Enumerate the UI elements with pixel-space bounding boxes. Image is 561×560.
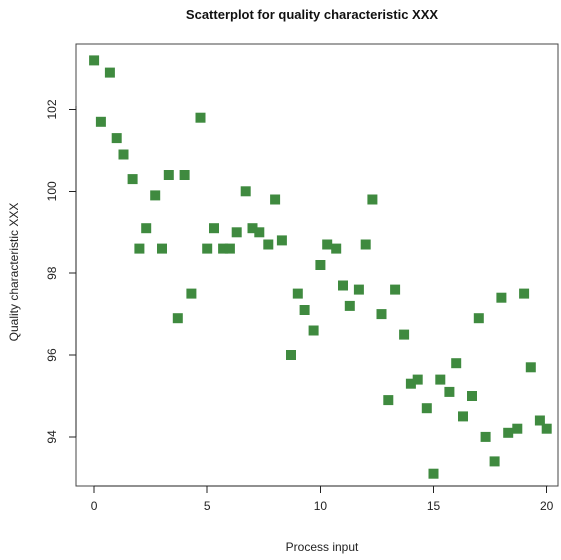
data-point — [435, 374, 446, 385]
data-point — [534, 415, 545, 426]
y-tick-label: 102 — [45, 99, 59, 119]
data-point — [141, 223, 152, 234]
data-point — [458, 411, 468, 422]
data-point — [383, 395, 394, 406]
data-point — [270, 194, 281, 205]
data-point — [405, 378, 416, 389]
data-point — [412, 374, 423, 385]
data-point — [525, 362, 536, 373]
data-point — [390, 284, 401, 295]
data-point — [89, 55, 100, 66]
data-point — [118, 149, 129, 160]
data-point — [163, 170, 174, 180]
data-point — [322, 239, 333, 250]
data-point — [519, 288, 530, 299]
data-point — [240, 186, 251, 197]
x-axis-ticks: 0 5 10 15 20 — [91, 486, 554, 513]
y-tick-label: 98 — [45, 266, 59, 280]
x-tick-label: 15 — [427, 499, 441, 513]
data-point — [496, 292, 507, 303]
data-point — [467, 391, 477, 401]
x-tick-label: 0 — [91, 499, 98, 513]
data-point — [104, 67, 115, 78]
data-point — [286, 350, 296, 360]
data-point — [111, 133, 122, 144]
y-axis-ticks: 94 96 98 100 102 — [45, 99, 76, 444]
x-tick-label: 20 — [540, 499, 554, 513]
data-point — [451, 358, 462, 369]
data-point — [157, 243, 167, 254]
chart-title: Scatterplot for quality characteristic X… — [186, 7, 438, 22]
data-point — [276, 235, 287, 246]
data-point — [367, 194, 378, 205]
y-tick-label: 94 — [45, 430, 59, 444]
data-point — [503, 427, 514, 438]
data-point — [331, 243, 342, 254]
data-point — [299, 305, 310, 315]
data-point — [353, 284, 364, 295]
data-point — [202, 243, 213, 254]
data-point — [195, 112, 206, 123]
data-point — [247, 223, 258, 234]
data-point — [218, 243, 229, 254]
data-point — [399, 329, 410, 340]
data-point — [179, 170, 190, 180]
data-point — [444, 386, 455, 397]
data-point — [224, 243, 235, 254]
data-point — [344, 300, 355, 311]
data-point — [338, 280, 348, 291]
data-point — [512, 423, 523, 434]
data-point — [473, 313, 484, 324]
data-point — [254, 227, 265, 238]
data-points — [89, 55, 552, 479]
y-tick-label: 96 — [45, 348, 59, 362]
x-axis-label: Process input — [286, 540, 359, 554]
data-point — [172, 313, 183, 324]
data-point — [480, 431, 491, 442]
data-point — [186, 288, 197, 299]
data-point — [541, 423, 552, 434]
y-axis-label: Quality characteristic XXX — [7, 203, 21, 342]
data-point — [376, 309, 387, 320]
x-tick-label: 10 — [314, 499, 328, 513]
data-point — [209, 223, 219, 234]
data-point — [95, 116, 106, 127]
data-point — [231, 227, 242, 238]
data-point — [360, 239, 371, 250]
data-point — [134, 243, 145, 254]
data-point — [292, 288, 303, 299]
x-tick-label: 5 — [204, 499, 211, 513]
data-point — [263, 239, 274, 250]
data-point — [308, 325, 319, 336]
data-point — [150, 190, 161, 201]
data-point — [421, 403, 432, 414]
data-point — [315, 260, 326, 270]
y-tick-label: 100 — [45, 181, 59, 201]
data-point — [428, 468, 439, 479]
data-point — [489, 456, 500, 467]
data-point — [127, 174, 138, 185]
